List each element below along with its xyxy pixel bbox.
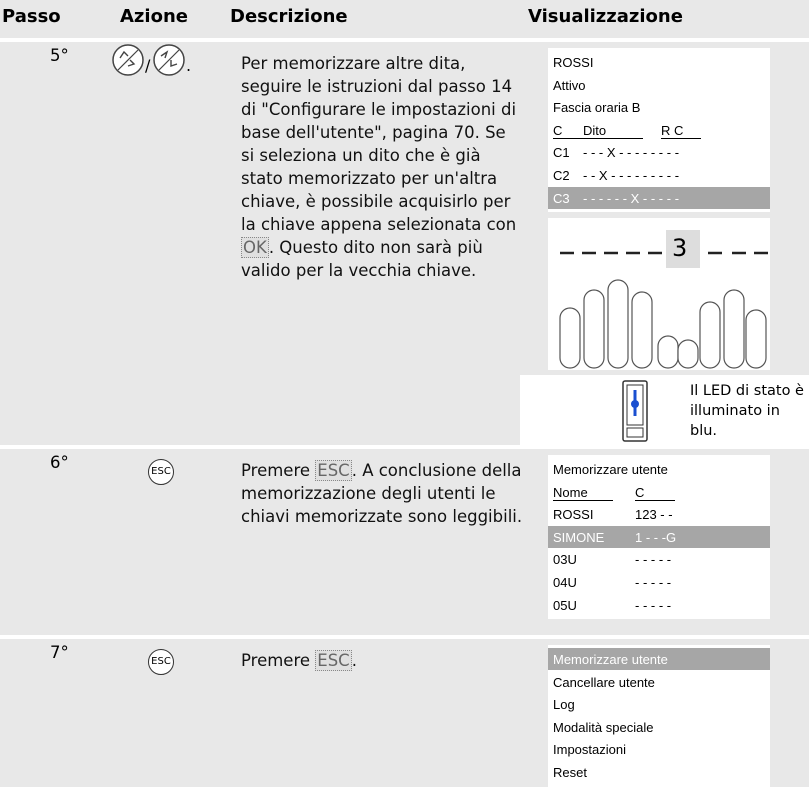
description-text: Per memorizzare altre dita, seguire le i… [241, 54, 517, 234]
down-button [153, 44, 185, 76]
display-text: Dito [583, 123, 643, 139]
display-line: 04U - - - - - [548, 571, 770, 593]
display-text: 03U [553, 552, 577, 568]
step: 7° [50, 643, 69, 662]
display-text: C3 [553, 190, 570, 206]
display-text: Modalità speciale [553, 719, 654, 735]
description-text: . [351, 651, 357, 670]
display-text: 05U [553, 597, 577, 613]
display-text: 04U [553, 575, 577, 590]
display-text: C1 [553, 145, 570, 161]
led-icon [622, 380, 648, 442]
esc-icon: ESC [148, 459, 174, 485]
header-display: Visualizzazione [528, 6, 683, 27]
display-line: Reset [548, 761, 770, 783]
header-step: Passo [2, 6, 61, 27]
display-line: Modalità speciale [548, 716, 770, 738]
display-text: R C [661, 123, 701, 139]
display-line: Memorizzare utente [548, 458, 770, 480]
description-text: Premere [241, 461, 316, 480]
display-text: 123 - - [635, 507, 673, 523]
display-line: ROSSI 123 - - [548, 503, 770, 525]
display-text: Attivo [553, 77, 586, 93]
display-text: Reset [553, 765, 587, 780]
key-label: OK [241, 237, 269, 258]
description-text: Premere [241, 651, 316, 670]
display-line: Nome C [548, 481, 770, 503]
display-line: Cancellare utente [548, 671, 770, 693]
description: Premere ESC. A conclusione della memoriz… [241, 459, 523, 528]
description: Premere ESC. [241, 649, 523, 672]
display-text: - - - - - [635, 575, 672, 590]
display-text: Nome [553, 485, 613, 501]
display-text: - - - X - - - - - - - - [583, 145, 680, 161]
display-line: 05U - - - - - [548, 594, 770, 616]
display-line: C3 - - - - - - X - - - - - [548, 186, 770, 209]
display-line: Attivo [548, 74, 770, 96]
display-line: ROSSI [548, 51, 770, 73]
key-label: ESC [315, 650, 352, 671]
description: Per memorizzare altre dita, seguire le i… [241, 52, 523, 282]
display-text: C2 [553, 168, 570, 183]
display-text: - - - - - - X - - - - - [583, 190, 680, 206]
display-text: ROSSI [553, 507, 594, 523]
header-bg [0, 0, 809, 38]
display-line: Memorizzare utente [548, 648, 770, 670]
up-button [112, 44, 144, 76]
description-text: . A conclusione della memorizzazione deg… [241, 461, 523, 526]
display-text: Fascia oraria B [553, 100, 641, 116]
led-panel [520, 375, 809, 445]
key-label: ESC [315, 460, 352, 481]
step: 5° [50, 46, 69, 65]
display-line: Log [548, 693, 770, 715]
display-text: Impostazioni [553, 742, 626, 758]
display-screen: ROSSI Attivo Fascia oraria B C Dito R C C1- - … [548, 48, 770, 213]
display-line: C2 - - X - - - - - - - - - [548, 164, 770, 186]
display-line: 03U - - - - - [548, 548, 770, 570]
header-description: Descrizione [230, 6, 348, 27]
display-line: Fascia oraria B [548, 96, 770, 118]
display-text: - - - - - [635, 597, 672, 613]
display-text: Memorizzare utente [553, 462, 668, 477]
led-text: Il LED di stato è illuminato in blu. [690, 383, 804, 439]
separator: / [145, 56, 151, 75]
display-text: C [635, 485, 675, 501]
display-line: SIMONE 1 - - -G [548, 525, 770, 548]
description-text: . Questo dito non sarà più valido per la… [241, 238, 483, 280]
display-screen: Memorizzare utente Nome C ROSSI 123 - - SIMON… [548, 455, 770, 620]
finger-image [559, 230, 768, 369]
display-line: Impostazioni [548, 738, 770, 760]
esc-icon: ESC [148, 649, 174, 675]
display-text: Memorizzare utente [553, 652, 668, 667]
header-action: Azione [120, 6, 188, 27]
display-text: ROSSI [553, 55, 594, 70]
period: . [186, 56, 192, 75]
display-text: 1 - - -G [635, 529, 677, 545]
display-text: Cancellare utente [553, 674, 655, 690]
display-text: Log [553, 697, 575, 713]
display-screen: Memorizzare utente Cancellare utente Log Mo… [548, 645, 770, 787]
display-line: C1 - - - X - - - - - - - - [548, 141, 770, 163]
finger-number: 3 [672, 234, 688, 262]
display-text: SIMONE [553, 529, 605, 545]
display-text: - - X - - - - - - - - - [583, 168, 680, 183]
display-line: C Dito R C [548, 119, 770, 141]
step: 6° [50, 453, 69, 472]
display-text: - - - - - [635, 552, 672, 568]
